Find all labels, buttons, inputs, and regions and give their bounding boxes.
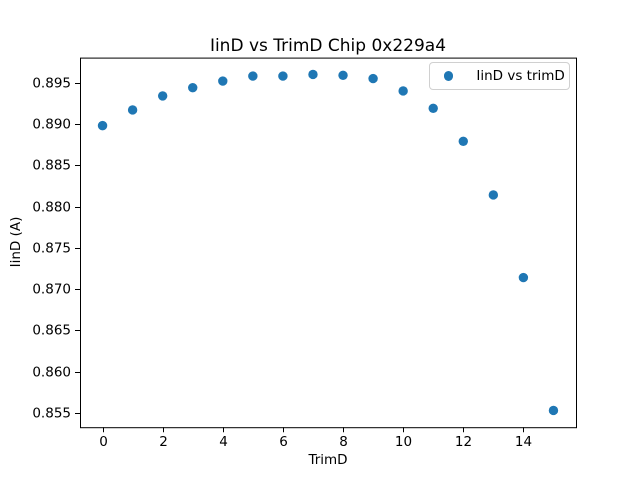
y-tick-label: 0.860 — [32, 365, 71, 381]
data-point — [368, 73, 378, 84]
y-tick-label: 0.895 — [32, 76, 71, 92]
legend-marker-icon — [444, 71, 454, 81]
data-point — [548, 405, 559, 416]
y-tick-label: 0.855 — [32, 406, 71, 422]
data-point — [458, 136, 468, 147]
x-tick-label: 0 — [99, 434, 108, 450]
x-tick-label: 4 — [219, 434, 228, 450]
legend: IinD vs trimD — [429, 62, 570, 90]
data-point — [308, 69, 318, 80]
y-tick-label: 0.875 — [32, 241, 71, 257]
chart-title: IinD vs TrimD Chip 0x229a4 — [209, 36, 447, 56]
data-point — [488, 190, 499, 200]
legend-entry-label: IinD vs trimD — [476, 68, 565, 84]
data-point — [127, 105, 138, 115]
data-point — [157, 91, 168, 101]
y-tick-label: 0.870 — [32, 282, 71, 298]
data-point — [518, 272, 529, 283]
data-point — [248, 71, 258, 81]
data-point — [218, 76, 228, 86]
y-tick-label: 0.885 — [32, 158, 71, 174]
data-point — [278, 71, 288, 81]
x-tick-label: 6 — [279, 434, 288, 450]
y-tick-label: 0.880 — [32, 200, 71, 216]
data-point — [338, 70, 348, 80]
plot-frame — [80, 57, 577, 429]
x-tick-label: 14 — [515, 434, 532, 450]
y-tick-label: 0.890 — [32, 117, 71, 133]
y-tick-label: 0.865 — [32, 323, 71, 339]
x-tick-label: 12 — [455, 434, 472, 450]
x-axis-label: TrimD — [308, 452, 348, 468]
data-point — [398, 86, 408, 96]
data-point — [97, 120, 108, 131]
x-tick-label: 2 — [159, 434, 168, 450]
x-tick-label: 10 — [395, 434, 412, 450]
y-axis-label: IinD (A) — [8, 216, 24, 268]
x-tick-label: 8 — [339, 434, 348, 450]
data-point — [188, 82, 198, 93]
data-point — [428, 103, 438, 113]
